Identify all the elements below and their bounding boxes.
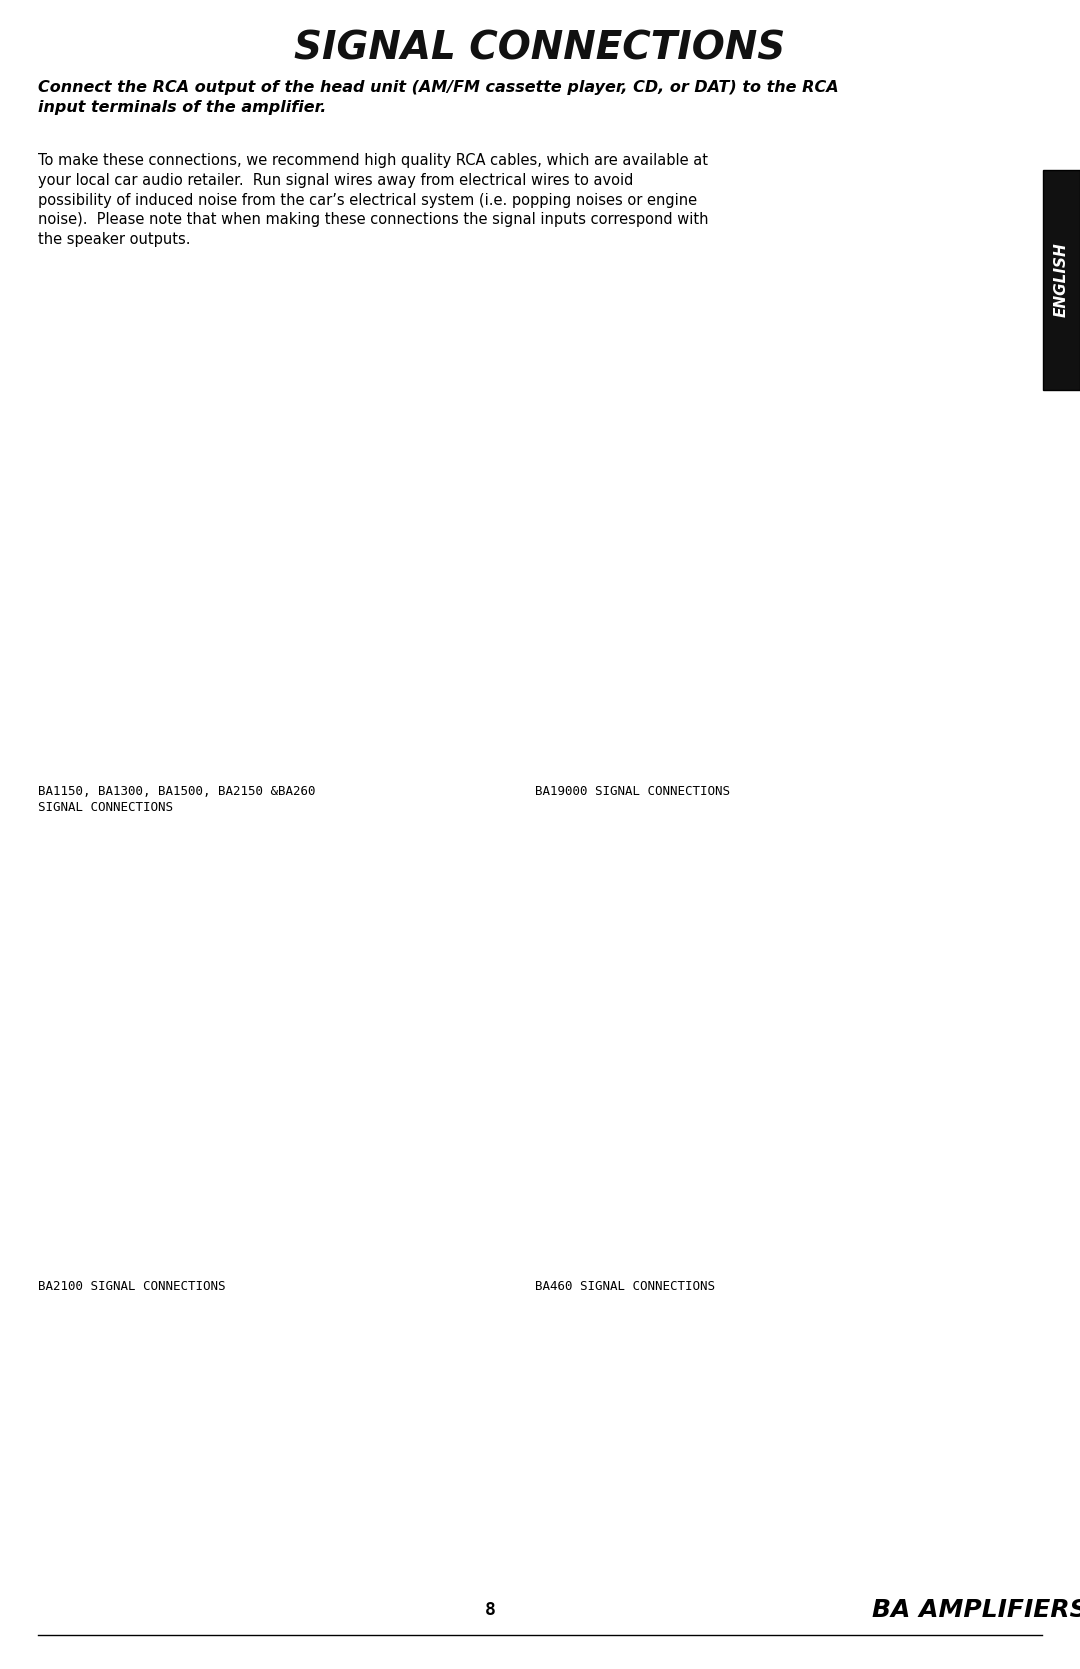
Text: ENGLISH: ENGLISH — [1054, 242, 1069, 317]
Text: Connect the RCA output of the head unit (AM/FM cassette player, CD, or DAT) to t: Connect the RCA output of the head unit … — [38, 80, 839, 115]
Text: BA19000 SIGNAL CONNECTIONS: BA19000 SIGNAL CONNECTIONS — [535, 784, 730, 798]
Text: To make these connections, we recommend high quality RCA cables, which are avail: To make these connections, we recommend … — [38, 154, 708, 247]
Text: SIGNAL CONNECTIONS: SIGNAL CONNECTIONS — [295, 28, 785, 67]
Text: 8: 8 — [485, 1601, 496, 1619]
Text: BA460 SIGNAL CONNECTIONS: BA460 SIGNAL CONNECTIONS — [535, 1280, 715, 1293]
Text: BA1150, BA1300, BA1500, BA2150 &BA260
SIGNAL CONNECTIONS: BA1150, BA1300, BA1500, BA2150 &BA260 SI… — [38, 784, 315, 814]
Text: BA2100 SIGNAL CONNECTIONS: BA2100 SIGNAL CONNECTIONS — [38, 1280, 226, 1293]
Bar — [1043, 170, 1080, 391]
Text: BA AMPLIFIERS: BA AMPLIFIERS — [873, 1597, 1080, 1622]
